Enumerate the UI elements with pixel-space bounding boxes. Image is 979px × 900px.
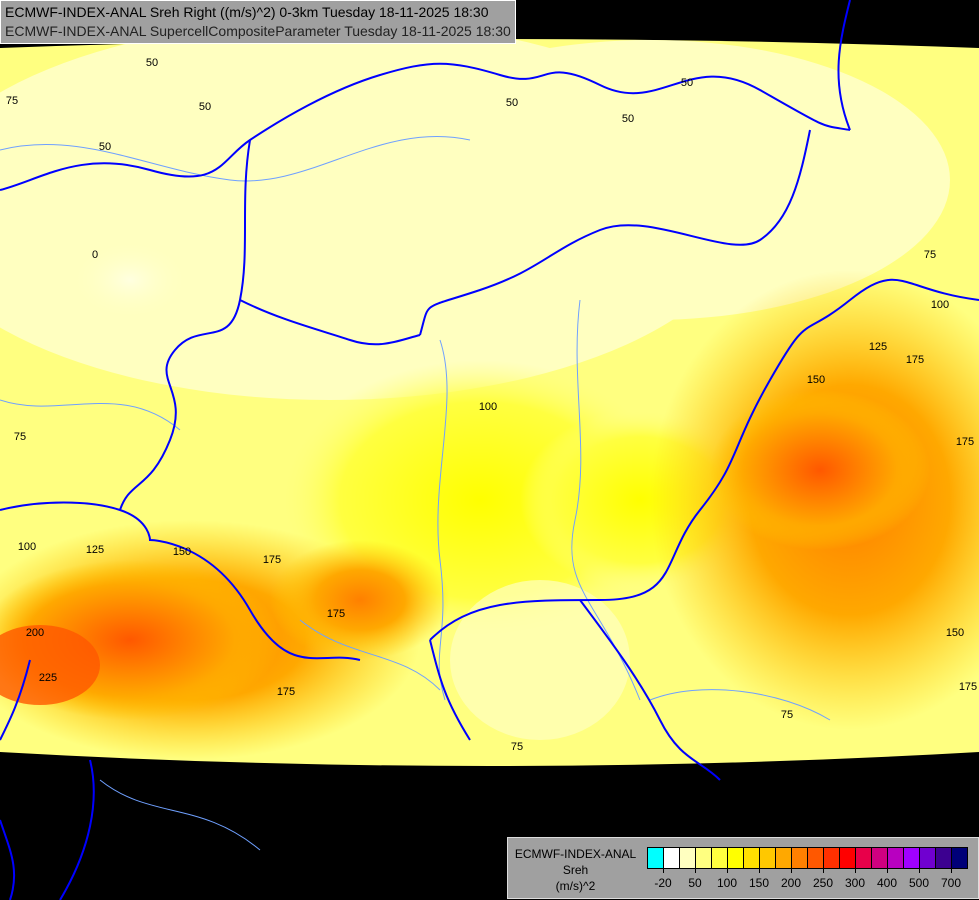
legend-swatch: [776, 848, 792, 868]
legend-swatch: [744, 848, 760, 868]
contour-label: 50: [622, 113, 634, 125]
legend-tick: [855, 868, 856, 873]
contour-label: 225: [39, 672, 57, 684]
legend-tick-label: 700: [940, 876, 962, 890]
contour-label: 125: [869, 341, 887, 353]
legend-swatch: [856, 848, 872, 868]
title-line-2: ECMWF-INDEX-ANAL SupercellCompositeParam…: [5, 23, 511, 39]
legend-tick-label: 250: [812, 876, 834, 890]
legend-swatch: [920, 848, 936, 868]
legend-swatch: [888, 848, 904, 868]
contour-label: 175: [956, 436, 974, 448]
legend-color-bar: [647, 847, 968, 869]
legend-model: ECMWF-INDEX-ANAL: [514, 847, 637, 861]
contour-label: 150: [173, 546, 191, 558]
legend-tick: [919, 868, 920, 873]
contour-label: 50: [506, 97, 518, 109]
legend-swatch: [840, 848, 856, 868]
legend-tick-label: 400: [876, 876, 898, 890]
legend-tick-label: -20: [654, 876, 672, 890]
contour-label: 200: [26, 627, 44, 639]
legend-swatch: [680, 848, 696, 868]
contour-label: 125: [86, 544, 104, 556]
contour-label: 100: [479, 401, 497, 413]
contour-label: 75: [781, 709, 793, 721]
legend-tick: [951, 868, 952, 873]
legend-ticks: -20 50 100 150 200 250 300 400 500 700: [647, 868, 969, 892]
legend-tick: [663, 868, 664, 873]
legend-tick-label: 500: [908, 876, 930, 890]
contour-label: 50: [99, 141, 111, 153]
contour-label: 100: [931, 299, 949, 311]
legend-tick-label: 50: [688, 876, 702, 890]
legend-swatch: [728, 848, 744, 868]
contour-label: 0: [92, 249, 98, 261]
legend-tick-label: 300: [844, 876, 866, 890]
contour-label: 150: [946, 627, 964, 639]
contour-label: 50: [681, 77, 693, 89]
contour-label: 50: [146, 57, 158, 69]
legend-tick-label: 150: [748, 876, 770, 890]
legend-swatch: [792, 848, 808, 868]
contour-label: 175: [327, 608, 345, 620]
legend-swatch: [936, 848, 952, 868]
rivers: [0, 135, 831, 851]
contour-label: 175: [906, 354, 924, 366]
legend-tick: [759, 868, 760, 873]
legend-tick: [695, 868, 696, 873]
map-title: ECMWF-INDEX-ANAL Sreh Right ((m/s)^2) 0-…: [0, 0, 516, 44]
legend-swatch: [872, 848, 888, 868]
contour-label: 75: [511, 741, 523, 753]
legend-variable: Sreh: [562, 863, 589, 877]
legend-swatch: [808, 848, 824, 868]
legend-swatch: [904, 848, 920, 868]
legend-tick-label: 200: [780, 876, 802, 890]
legend-tick: [887, 868, 888, 873]
contour-label: 100: [18, 541, 36, 553]
legend-swatch: [648, 848, 664, 868]
contour-label: 50: [199, 101, 211, 113]
color-legend: ECMWF-INDEX-ANAL Sreh (m/s)^2 -20 50 100 15…: [507, 837, 979, 899]
contour-label: 175: [263, 554, 281, 566]
legend-tick-label: 100: [716, 876, 738, 890]
legend-tick: [727, 868, 728, 873]
contour-label: 75: [14, 431, 26, 443]
legend-title: ECMWF-INDEX-ANAL Sreh (m/s)^2: [508, 846, 643, 894]
legend-swatch: [696, 848, 712, 868]
legend-swatch: [712, 848, 728, 868]
contour-label: 175: [959, 681, 977, 693]
legend-swatch: [952, 848, 967, 868]
contour-labels: 50 50 50 50 50 50 75 75 75 0 100 100 100 125 125 150 150…: [6, 57, 977, 753]
contour-label: 150: [807, 374, 825, 386]
title-line-1: ECMWF-INDEX-ANAL Sreh Right ((m/s)^2) 0-…: [5, 4, 489, 20]
legend-swatch: [664, 848, 680, 868]
legend-tick: [791, 868, 792, 873]
legend-unit: (m/s)^2: [555, 879, 596, 893]
legend-tick: [823, 868, 824, 873]
contour-label: 175: [277, 686, 295, 698]
contour-label: 75: [6, 95, 18, 107]
legend-swatch: [760, 848, 776, 868]
legend-swatch: [824, 848, 840, 868]
contour-label: 75: [924, 249, 936, 261]
